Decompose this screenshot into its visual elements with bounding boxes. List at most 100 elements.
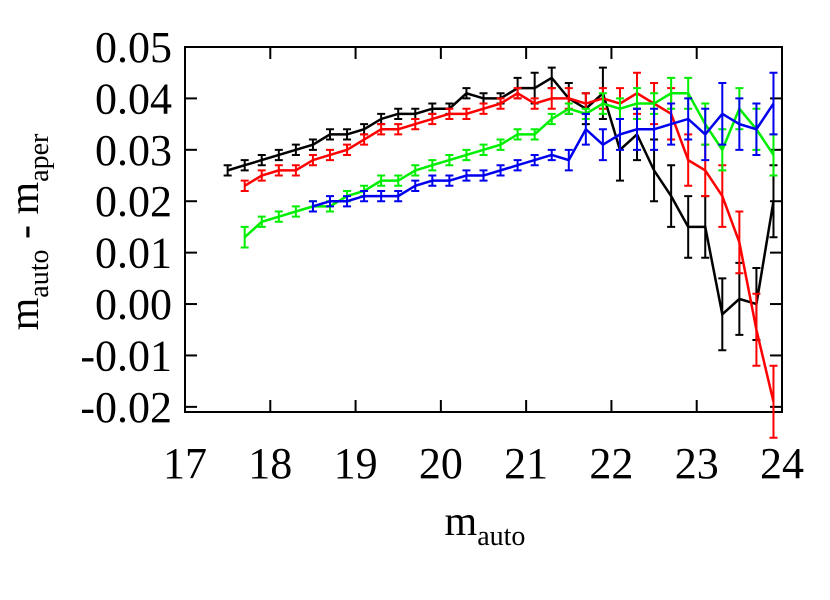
error-bar [462,107,471,120]
y-tick-label: 0.03 [95,126,172,175]
y-tick-label: -0.01 [80,331,172,380]
error-bar [343,195,352,208]
error-bar [308,153,317,167]
error-bar [240,159,249,172]
error-bar [462,169,471,182]
error-bar [240,225,249,249]
y-label-main: m [2,297,48,330]
error-bar [394,107,403,120]
error-bar [547,112,556,126]
error-bar [462,87,471,100]
error-bar [667,102,676,146]
error-bar [513,128,522,141]
error-bar [513,159,522,172]
error-bar [377,189,386,203]
error-bar [530,128,539,141]
error-bar [479,169,488,182]
error-bar [445,174,454,187]
error-bar [530,97,539,110]
y-tick-label: 0.00 [95,280,172,329]
error-bar [325,128,334,141]
error-bar [547,87,556,110]
error-bar [428,159,437,172]
error-bar [769,71,778,136]
x-tick-label: 22 [589,439,633,488]
error-bar [718,164,727,228]
error-bar [684,133,693,187]
error-bar [684,195,693,259]
error-bar [257,153,266,167]
error-bar [343,143,352,156]
error-bar [650,107,659,151]
y-label-sub: auto [24,249,55,297]
error-bar [496,97,505,110]
error-bar [718,81,727,146]
x-tick-label: 21 [504,439,548,488]
error-bar [308,138,317,151]
x-axis-label: mauto [445,499,526,552]
error-bar [325,148,334,162]
error-bar [257,215,266,228]
error-bar [564,148,573,172]
error-bar [547,66,556,90]
error-bar [428,174,437,187]
y-tick-label: -0.02 [80,383,172,432]
error-bar [377,174,386,187]
x-tick-label: 19 [334,439,378,488]
error-bar [701,107,710,162]
x-tick-label: 20 [419,439,463,488]
error-bar [684,97,693,141]
error-bar [325,195,334,208]
x-tick-label: 24 [760,439,804,488]
error-bar [496,138,505,151]
error-bar [343,128,352,141]
error-bar [718,277,727,352]
y-tick-label: 0.05 [95,23,172,72]
series-line [312,102,775,208]
x-tick-label: 18 [248,439,292,488]
error-bar [223,164,232,177]
error-bar [496,164,505,177]
error-bar [735,210,744,275]
error-bar [394,189,403,203]
error-bar [769,364,778,439]
error-bar [530,153,539,167]
error-bar [598,128,607,162]
error-bar [479,143,488,156]
error-bar [445,153,454,167]
error-bar [291,143,300,156]
error-bar [274,210,283,223]
error-bar [752,102,761,156]
error-bar [308,200,317,213]
x-tick-label: 17 [163,439,207,488]
error-bar [513,87,522,100]
error-bar [564,102,573,115]
error-bar [445,107,454,120]
error-bar [667,164,676,228]
y-axis-label: mauto - maper [2,133,55,330]
error-bar [394,123,403,136]
error-bar [360,133,369,146]
x-label-main: m [445,499,478,545]
error-bar [360,189,369,203]
plot-frame [184,46,783,413]
error-bar [615,117,624,151]
x-tick-label: 23 [675,439,719,488]
series-line [244,91,775,403]
y-tick-label: 0.01 [95,229,172,278]
error-bar [752,292,761,367]
error-bar [257,169,266,182]
error-bar [274,148,283,162]
y-tick-label: 0.04 [95,74,172,123]
error-bar [598,92,607,115]
error-bar [274,164,283,177]
error-bar [633,107,642,151]
error-bar [428,112,437,126]
error-bar [735,97,744,151]
error-bar [291,205,300,218]
y-tick-label: 0.02 [95,177,172,226]
error-bar [394,174,403,187]
error-bar [377,123,386,136]
